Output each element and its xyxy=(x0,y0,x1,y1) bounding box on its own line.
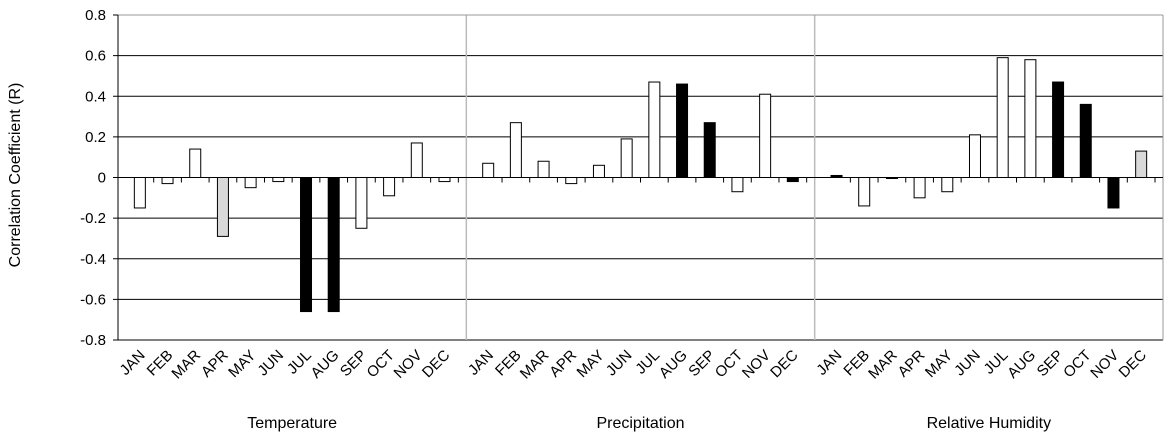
gridlines xyxy=(118,14,1163,341)
bar xyxy=(565,177,578,185)
x-tick-label: JUN xyxy=(603,347,636,380)
y-tick-label: -0.8 xyxy=(80,332,106,349)
x-tick-label: APR xyxy=(546,347,580,381)
bar xyxy=(482,162,495,178)
y-tick-label: -0.2 xyxy=(80,210,106,227)
bar xyxy=(941,177,954,193)
x-tick-label: NOV xyxy=(739,347,774,382)
bar xyxy=(648,81,661,178)
x-tick-label: OCT xyxy=(364,347,398,381)
bar xyxy=(913,177,926,199)
x-tick-label: NOV xyxy=(391,347,426,382)
group-label: Temperature xyxy=(247,415,337,432)
bar xyxy=(383,177,396,197)
y-tick-label: -0.4 xyxy=(80,251,106,268)
x-tick-label: MAY xyxy=(574,347,608,381)
x-tick-label: MAY xyxy=(922,347,956,381)
bar xyxy=(272,177,285,183)
bar xyxy=(1135,150,1148,178)
bar xyxy=(703,122,716,178)
bar xyxy=(731,177,744,193)
x-tick-label: JUN xyxy=(254,347,287,380)
bar xyxy=(537,160,550,178)
bar xyxy=(189,148,202,178)
group-label: Precipitation xyxy=(596,415,684,432)
bars xyxy=(133,57,1148,313)
x-tick-label: JAN xyxy=(813,347,845,379)
bar xyxy=(786,177,799,183)
x-tick-label: SEP xyxy=(337,347,370,380)
bar xyxy=(1024,59,1037,178)
bar xyxy=(1079,103,1092,178)
bar xyxy=(161,177,174,185)
x-tick-label: SEP xyxy=(1034,347,1067,380)
bar xyxy=(410,142,423,178)
y-tick-label: 0.8 xyxy=(85,7,106,24)
x-tick-label: JUN xyxy=(951,347,984,380)
bar xyxy=(355,177,368,229)
x-tick-label: APR xyxy=(895,347,929,381)
x-tick-label: AUG xyxy=(308,347,343,382)
x-tick-label: AUG xyxy=(656,347,691,382)
bar xyxy=(216,177,229,237)
bar xyxy=(1052,81,1065,178)
x-tick-label: MAR xyxy=(517,347,553,383)
y-tick-label: 0.2 xyxy=(85,129,106,146)
bar xyxy=(327,177,340,313)
bar xyxy=(676,83,689,178)
y-tick-label: -0.6 xyxy=(80,291,106,308)
x-tick-label: DEC xyxy=(419,347,454,382)
y-tick-label: 0.4 xyxy=(85,88,106,105)
bar xyxy=(968,134,981,178)
bar xyxy=(858,177,871,207)
x-tick-label: OCT xyxy=(712,347,746,381)
bar xyxy=(996,57,1009,178)
y-tick-labels: -0.8 -0.6 -0.4 -0.2 0 0.2 0.4 0.6 0.8 xyxy=(80,7,106,349)
y-tick-label: 0 xyxy=(98,170,106,187)
x-tick-label: JAN xyxy=(117,347,149,379)
x-tick-label: APR xyxy=(198,347,232,381)
x-tick-label: OCT xyxy=(1060,347,1094,381)
x-tick-label: SEP xyxy=(685,347,718,380)
x-tick-label: NOV xyxy=(1087,347,1122,382)
group-labels: Temperature Precipitation Relative Humidit… xyxy=(247,415,1051,432)
x-tick-label: MAR xyxy=(168,347,204,383)
x-tick-label: JAN xyxy=(465,347,497,379)
bar xyxy=(759,93,772,178)
y-tick-label: 0.6 xyxy=(85,48,106,65)
bar xyxy=(620,138,633,178)
bar xyxy=(592,164,605,178)
bar xyxy=(300,177,313,313)
y-axis-title: Correlation Coefficient (R) xyxy=(7,83,24,268)
x-tick-label: AUG xyxy=(1004,347,1039,382)
x-tick-label: MAY xyxy=(225,347,259,381)
group-label: Relative Humidity xyxy=(927,415,1051,432)
bar xyxy=(1107,177,1120,209)
bar xyxy=(509,122,522,178)
bar xyxy=(438,177,451,183)
x-tick-label: DEC xyxy=(1116,347,1151,382)
axes xyxy=(113,14,1164,341)
x-tick-label: DEC xyxy=(767,347,802,382)
bar xyxy=(244,177,257,189)
x-tick-label: MAR xyxy=(865,347,901,383)
bar xyxy=(133,177,146,209)
